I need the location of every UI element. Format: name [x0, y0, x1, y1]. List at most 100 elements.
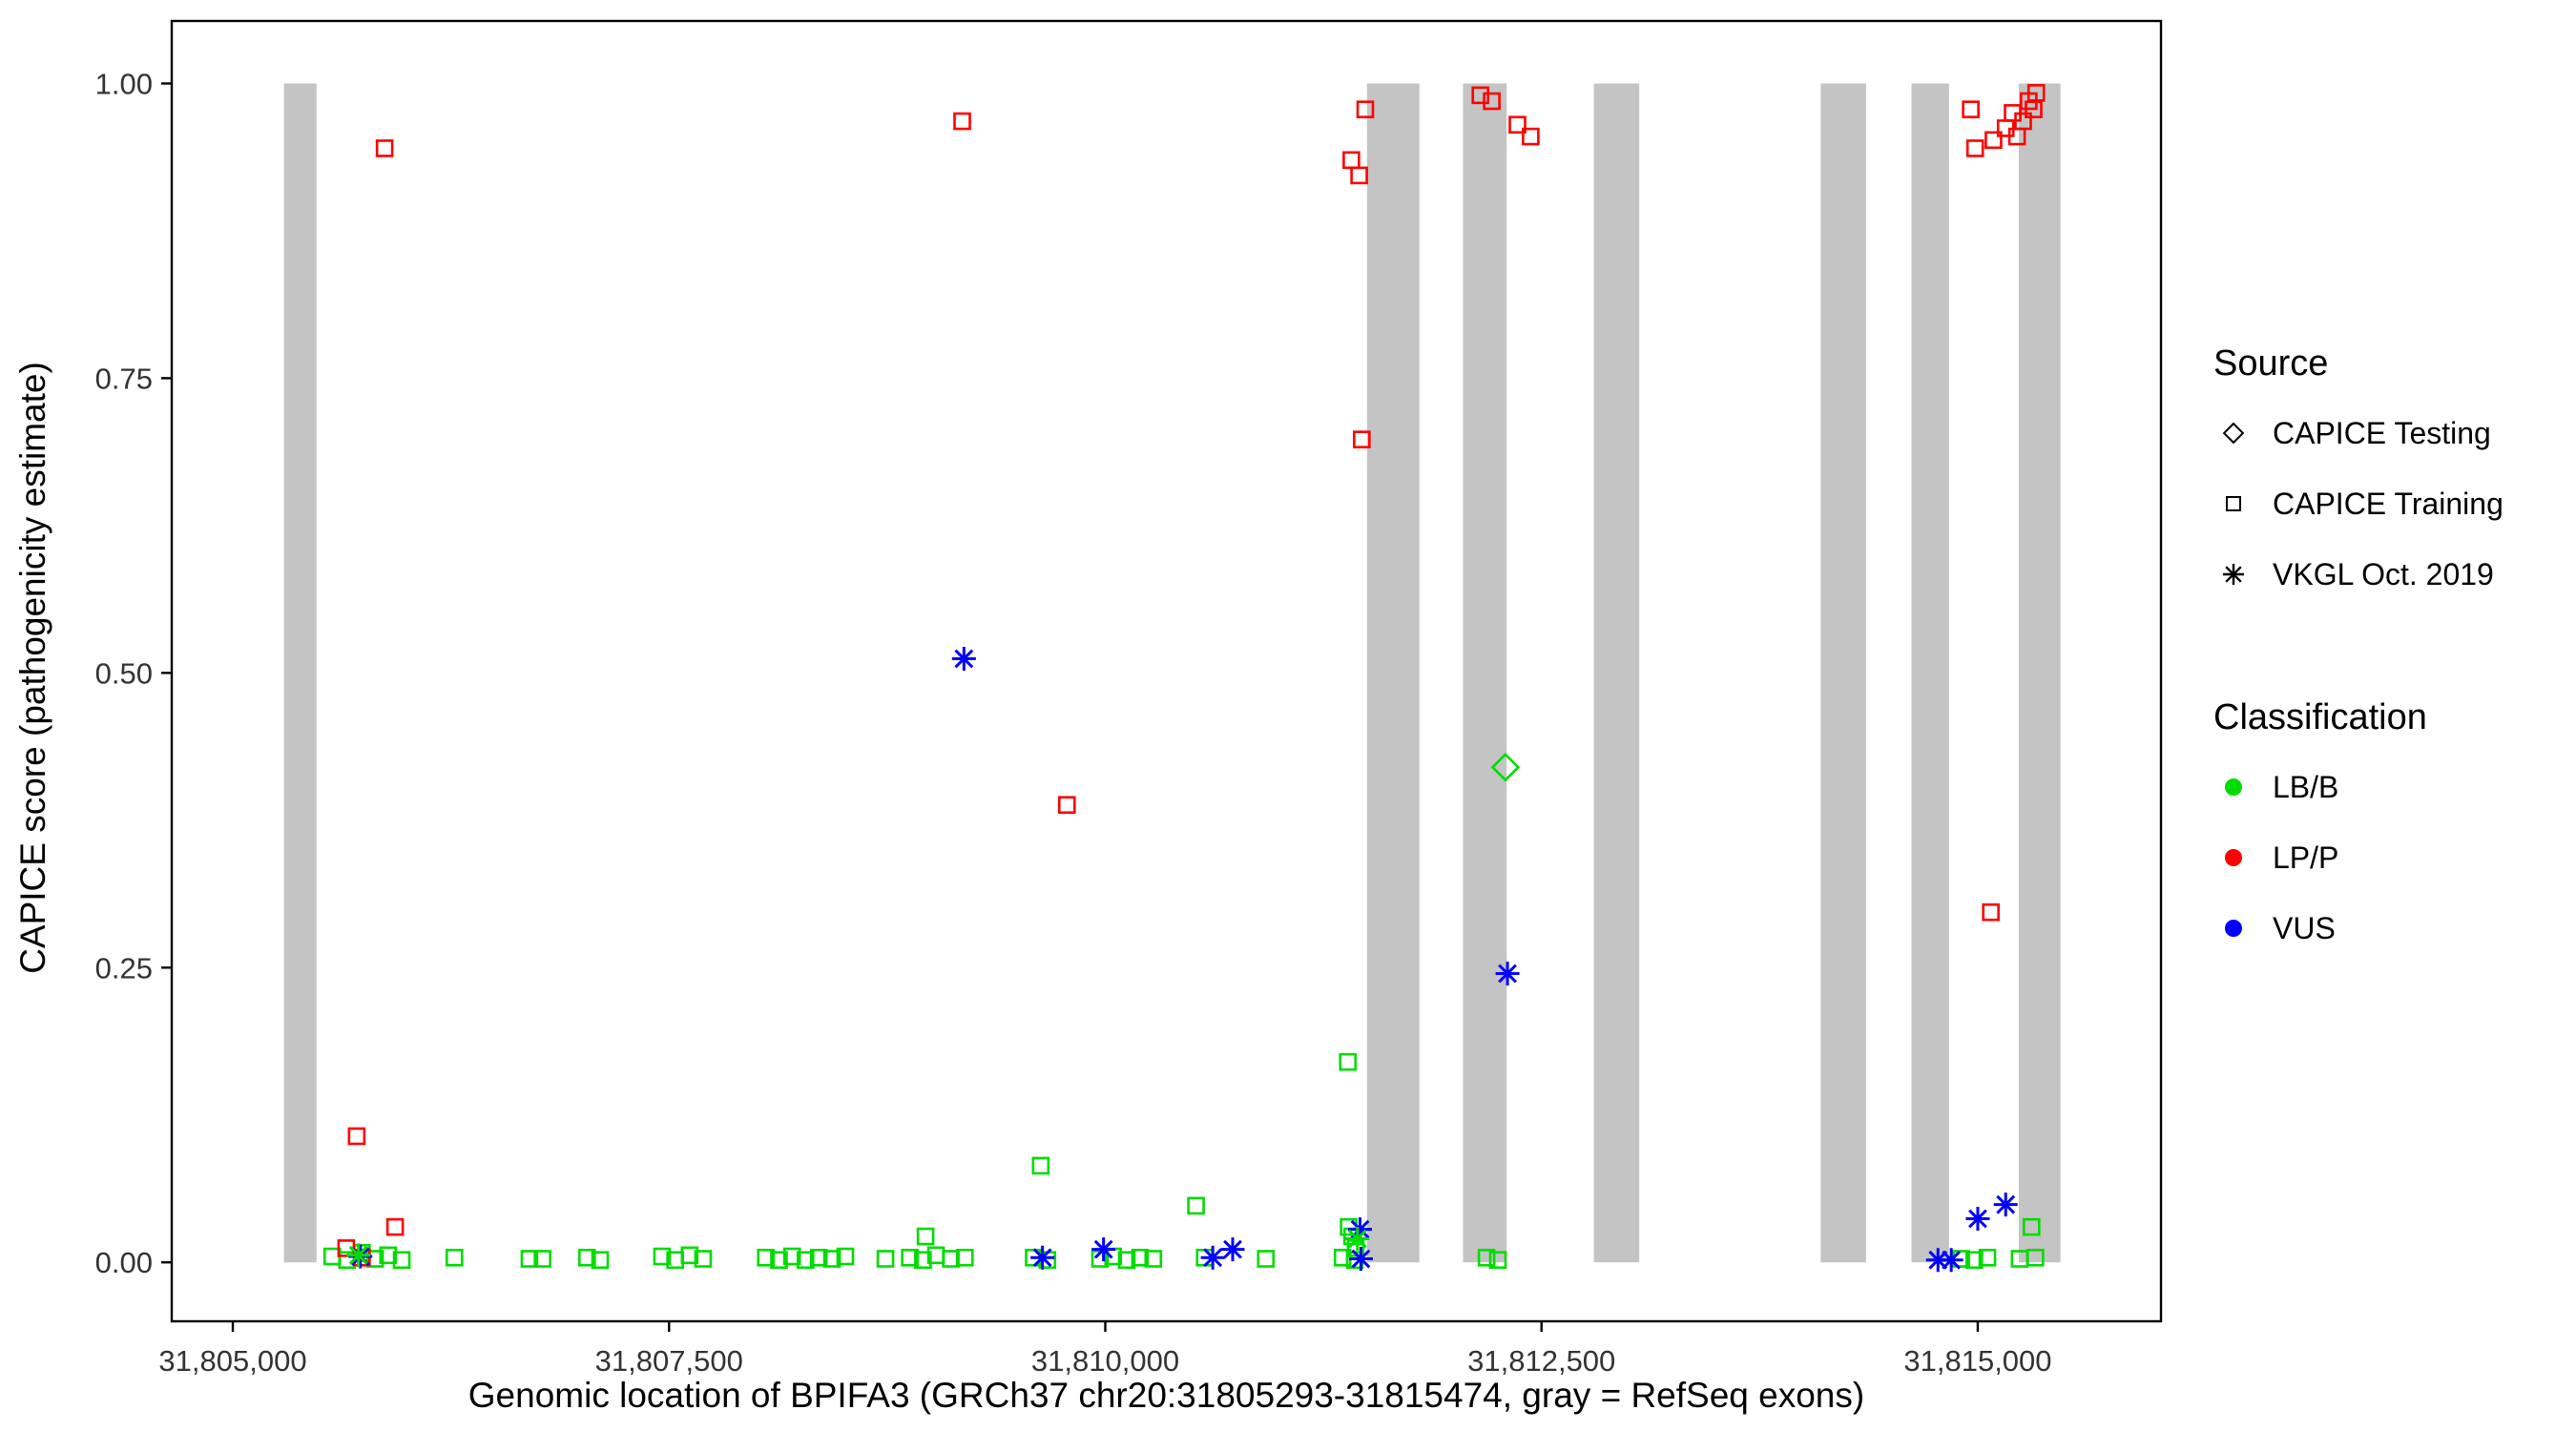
point-square — [942, 1250, 960, 1268]
point-square — [591, 1251, 610, 1270]
point-square — [680, 1246, 699, 1265]
legend-item-lbb: LB/B — [2213, 752, 2566, 822]
point-square — [1508, 115, 1527, 135]
point-square — [1057, 796, 1076, 815]
point-square — [1031, 1156, 1050, 1175]
exon-band — [1593, 83, 1640, 1263]
diamond-icon — [2213, 421, 2254, 446]
x-tick-label: 31,810,000 — [1031, 1344, 1179, 1378]
point-square — [577, 1248, 596, 1267]
exon-band — [1911, 83, 1949, 1263]
point-square — [533, 1250, 551, 1268]
point-asterisk — [1942, 1250, 1962, 1270]
point-square — [822, 1250, 841, 1268]
point-square — [916, 1227, 935, 1246]
point-square — [796, 1251, 815, 1270]
point-square — [1984, 131, 2003, 150]
legend-item-capice-testing: CAPICE Testing — [2213, 398, 2566, 468]
point-asterisk — [1032, 1248, 1052, 1268]
lbb-dot-icon — [2213, 778, 2254, 796]
point-square — [1342, 151, 1361, 170]
legend: Source CAPICE Testing CAPICE Training — [2213, 343, 2566, 1051]
point-asterisk — [1203, 1248, 1223, 1268]
exon-band — [1366, 83, 1420, 1263]
point-square — [1356, 100, 1375, 118]
point-square — [1477, 1248, 1496, 1267]
point-asterisk — [1347, 1229, 1367, 1249]
point-square — [955, 1248, 974, 1267]
point-square — [365, 1250, 384, 1268]
point-asterisk — [1093, 1239, 1113, 1259]
lpp-dot-icon — [2213, 849, 2254, 866]
point-asterisk — [1351, 1249, 1371, 1269]
y-tick-label: 0.00 — [95, 1246, 153, 1279]
point-square — [1965, 139, 1984, 157]
point-square — [2022, 1217, 2041, 1236]
y-tick-label: 0.25 — [95, 951, 153, 985]
point-square — [901, 1248, 919, 1267]
legend-item-label: VKGL Oct. 2019 — [2273, 556, 2494, 591]
point-square — [379, 1246, 398, 1265]
legend-item-capice-training: CAPICE Training — [2213, 468, 2566, 539]
legend-classification-title: Classification — [2213, 697, 2427, 737]
y-axis-title: CAPICE score (pathogenicity estimate) — [13, 362, 52, 974]
point-square — [375, 139, 394, 157]
legend-item-label: CAPICE Testing — [2273, 415, 2491, 450]
y-tick-label: 0.75 — [95, 362, 153, 395]
point-square — [2026, 1248, 2045, 1267]
point-square — [1471, 86, 1490, 105]
legend-source-title: Source — [2213, 343, 2329, 384]
point-square — [1353, 430, 1371, 448]
point-square — [1483, 92, 1501, 111]
legend-classification-block: Classification LB/B LP/P VUS — [2213, 697, 2566, 964]
legend-item-vus: VUS — [2213, 893, 2566, 964]
point-square — [1488, 1251, 1507, 1270]
point-asterisk — [1223, 1239, 1242, 1259]
x-tick-label: 31,815,000 — [1903, 1344, 2051, 1378]
point-diamond — [1490, 752, 1521, 782]
point-asterisk — [1996, 1194, 2016, 1214]
point-square — [694, 1250, 713, 1268]
point-asterisk — [1498, 964, 1517, 984]
point-square — [1339, 1052, 1358, 1071]
point-square — [914, 1251, 932, 1270]
point-square — [1965, 1251, 1984, 1270]
point-asterisk — [348, 1245, 368, 1265]
legend-item-vkgl: VKGL Oct. 2019 — [2213, 539, 2566, 610]
point-square — [757, 1248, 776, 1267]
point-square — [1257, 1250, 1276, 1268]
exon-band — [1820, 83, 1866, 1263]
x-tick-label: 31,805,000 — [158, 1344, 306, 1378]
point-square — [520, 1250, 539, 1268]
point-square — [1350, 166, 1368, 185]
y-tick-label: 0.50 — [95, 656, 153, 690]
point-square — [1144, 1250, 1163, 1268]
point-square — [836, 1247, 855, 1266]
x-tick-label: 31,812,500 — [1467, 1344, 1615, 1378]
point-square — [1522, 127, 1540, 146]
y-tick-label: 1.00 — [95, 67, 153, 100]
legend-item-label: LP/P — [2273, 840, 2339, 875]
point-square — [2014, 112, 2032, 131]
point-square — [1982, 902, 2000, 922]
panel-border — [170, 19, 2163, 1323]
asterisk-icon — [2213, 560, 2254, 589]
point-square — [809, 1248, 828, 1267]
point-square — [347, 1127, 366, 1146]
legend-item-label: VUS — [2273, 910, 2336, 945]
point-square — [1117, 1251, 1136, 1270]
point-square — [445, 1248, 464, 1267]
point-square — [1978, 1248, 1997, 1267]
exon-band — [1463, 83, 1507, 1263]
vus-dot-icon — [2213, 920, 2254, 937]
point-square — [953, 112, 971, 131]
legend-item-label: CAPICE Training — [2273, 486, 2503, 521]
legend-item-label: LB/B — [2273, 769, 2339, 804]
x-axis-title: Genomic location of BPIFA3 (GRCh37 chr20… — [467, 1376, 1865, 1415]
exon-band — [2018, 83, 2061, 1263]
point-square — [770, 1251, 788, 1270]
point-square — [876, 1250, 895, 1268]
square-icon — [2213, 491, 2254, 516]
